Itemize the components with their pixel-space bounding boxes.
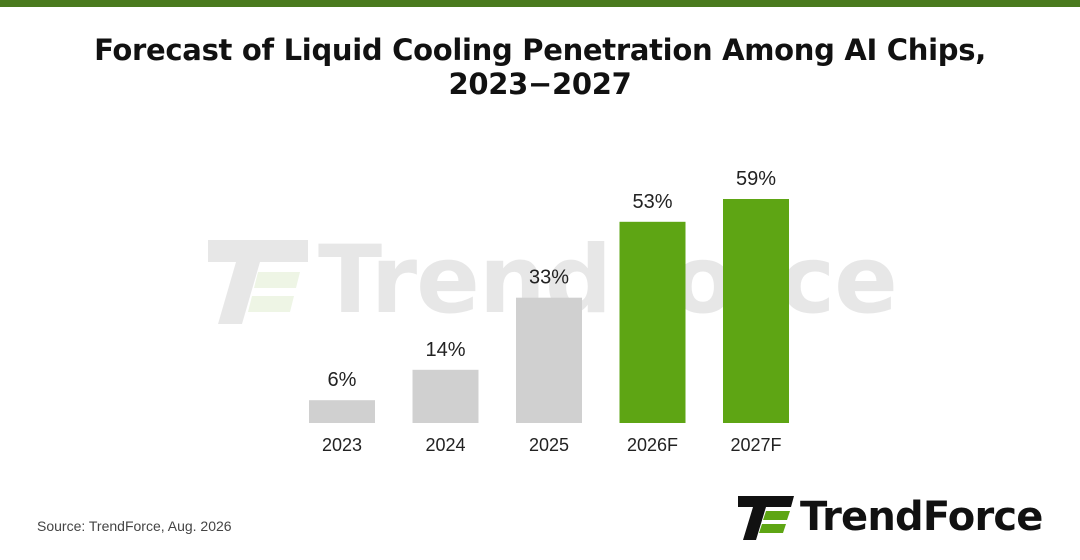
watermark-text: TrendForce bbox=[318, 226, 898, 335]
value-label-2025: 33% bbox=[529, 267, 569, 289]
trendforce-watermark: TrendForce bbox=[208, 226, 898, 335]
bar-2024 bbox=[412, 369, 479, 423]
bar-2023 bbox=[309, 400, 375, 423]
x-tick-label-2025: 2025 bbox=[529, 435, 569, 455]
value-label-2023: 6% bbox=[328, 369, 357, 391]
trendforce-logo-icon bbox=[738, 496, 794, 540]
bar-2025 bbox=[516, 297, 582, 423]
x-tick-label-2026F: 2026F bbox=[627, 435, 678, 455]
trendforce-watermark-icon bbox=[208, 240, 308, 324]
value-label-2024: 14% bbox=[425, 339, 465, 361]
x-tick-label-2027F: 2027F bbox=[730, 435, 781, 455]
source-note: Source: TrendForce, Aug. 2026 bbox=[37, 518, 232, 534]
brand-name: TrendForce bbox=[800, 494, 1043, 540]
trendforce-brand: TrendForce bbox=[738, 494, 1058, 544]
value-label-2026F: 53% bbox=[632, 191, 672, 213]
value-label-2027F: 59% bbox=[736, 168, 776, 190]
x-tick-label-2023: 2023 bbox=[322, 435, 362, 455]
bar-2027F bbox=[723, 199, 789, 423]
chart-title: Forecast of Liquid Cooling Penetration A… bbox=[94, 33, 986, 101]
x-tick-label-2024: 2024 bbox=[425, 435, 465, 455]
bar-2026F bbox=[619, 221, 686, 423]
top-accent-bar bbox=[0, 0, 1080, 7]
